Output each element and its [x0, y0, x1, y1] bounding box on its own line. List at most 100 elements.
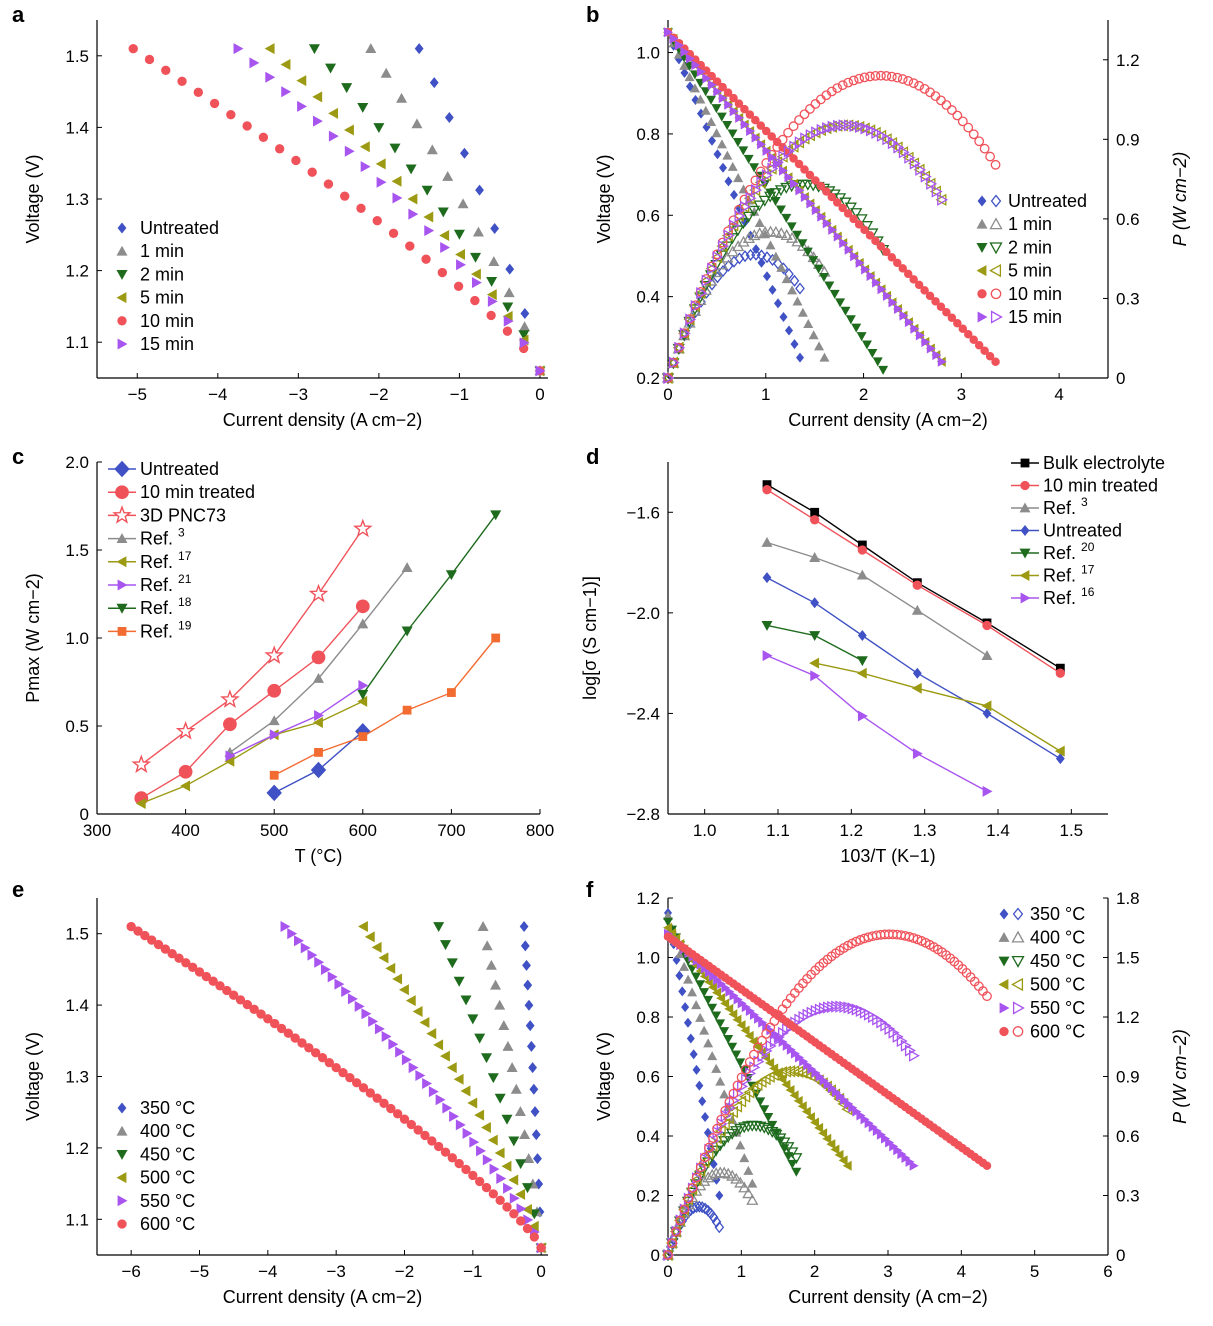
- data-point: [264, 43, 275, 55]
- data-point: [314, 748, 323, 757]
- legend-item: Ref. 3: [1011, 495, 1088, 518]
- y-tick-label: 0.4: [636, 288, 660, 307]
- data-point: [947, 313, 957, 323]
- data-point: [310, 761, 327, 779]
- data-point: [733, 173, 744, 183]
- data-point: [360, 161, 371, 173]
- legend-marker: [117, 627, 127, 636]
- x-tick-label: −4: [258, 1262, 277, 1281]
- legend-item: 450 °C: [998, 951, 1085, 971]
- data-point: [822, 187, 831, 196]
- series-2-min: [661, 28, 890, 385]
- data-point: [915, 330, 925, 341]
- data-point: [762, 480, 772, 490]
- data-point: [713, 149, 722, 160]
- data-point: [354, 1000, 365, 1012]
- x-tick-label: −1: [450, 385, 469, 404]
- legend-label: 550 °C: [140, 1191, 195, 1211]
- data-point: [727, 161, 738, 171]
- data-point: [794, 159, 804, 169]
- x-tick-label: 0: [663, 385, 672, 404]
- data-point: [421, 185, 433, 196]
- data-point: [789, 154, 798, 163]
- data-point: [308, 583, 329, 603]
- data-point: [678, 986, 687, 997]
- power-point: [860, 122, 872, 135]
- data-point: [420, 1130, 430, 1141]
- power-point: [773, 257, 783, 270]
- data-point: [805, 170, 815, 180]
- data-point: [131, 754, 152, 774]
- power-point: [783, 145, 795, 158]
- legend-marker: [117, 222, 127, 234]
- data-point: [470, 295, 480, 306]
- legend-label: Ref. 3: [1043, 495, 1088, 518]
- power-point: [735, 1095, 747, 1108]
- y-tick-label: 0.6: [636, 206, 660, 225]
- data-point: [482, 1154, 493, 1166]
- data-point: [327, 971, 338, 983]
- data-point: [433, 1039, 444, 1051]
- legend-item: 15 min: [117, 334, 194, 354]
- power-point: [903, 76, 914, 86]
- data-point: [338, 1067, 348, 1078]
- data-point: [226, 109, 236, 120]
- x-axis-label: 103/T (K−1): [840, 846, 935, 866]
- data-point: [536, 1243, 546, 1253]
- data-point: [953, 319, 962, 328]
- power-point: [756, 249, 767, 262]
- power-point: [854, 73, 864, 84]
- legend-item: Untreated: [1011, 521, 1122, 541]
- power-point: [941, 100, 952, 110]
- data-point: [797, 1101, 807, 1112]
- legend-marker: [999, 908, 1009, 920]
- data-point: [707, 1003, 718, 1013]
- data-point: [385, 962, 396, 974]
- panel-f: 0 1 2 3 4 5 600.20.40.60.81.01.200.30.60.91.21…: [594, 889, 1190, 1307]
- legend-marker: [117, 579, 128, 591]
- data-point: [684, 72, 695, 82]
- power-point: [789, 140, 801, 153]
- data-point: [877, 284, 887, 295]
- y2-axis-label: P (W cm−2): [1170, 1029, 1190, 1124]
- data-point: [746, 126, 756, 137]
- data-point: [844, 244, 854, 255]
- data-point: [376, 176, 387, 188]
- data-point: [249, 57, 260, 69]
- power-point: [712, 271, 723, 284]
- data-point: [407, 193, 418, 205]
- data-point: [797, 239, 808, 249]
- series-line: [766, 483, 1061, 669]
- data-point: [832, 198, 842, 207]
- data-point: [490, 510, 502, 521]
- data-point: [708, 135, 716, 146]
- legend-marker: [116, 533, 128, 543]
- legend-marker: [117, 316, 127, 326]
- power-point: [687, 1183, 698, 1193]
- data-point: [460, 1085, 471, 1097]
- power-point: [734, 209, 746, 223]
- data-point: [502, 302, 514, 313]
- legend-label: 2 min: [1008, 237, 1052, 257]
- data-point: [982, 785, 993, 797]
- data-point: [488, 256, 500, 266]
- data-point: [751, 132, 761, 143]
- data-point: [698, 1096, 707, 1107]
- data-point: [867, 348, 878, 358]
- y-tick-label: 0.4: [636, 1127, 660, 1146]
- data-point: [399, 1114, 410, 1124]
- power-point: [893, 141, 905, 154]
- data-point: [871, 236, 880, 246]
- legend-item: 15 min: [977, 307, 1062, 327]
- series: [762, 572, 1065, 765]
- series: [762, 484, 1066, 678]
- power-point: [668, 356, 680, 369]
- data-point: [776, 262, 787, 272]
- data-point: [706, 95, 717, 105]
- legend-marker: [1020, 525, 1030, 536]
- chart-panels: −5 −4 −3 −2 −1 0 1.1 1.2 1.3 1.4 1.5 Current densit…: [23, 20, 1190, 1307]
- data-point: [509, 1192, 520, 1204]
- legend-ref: 17: [178, 549, 192, 563]
- data-point: [800, 191, 810, 202]
- data-point: [510, 1083, 522, 1094]
